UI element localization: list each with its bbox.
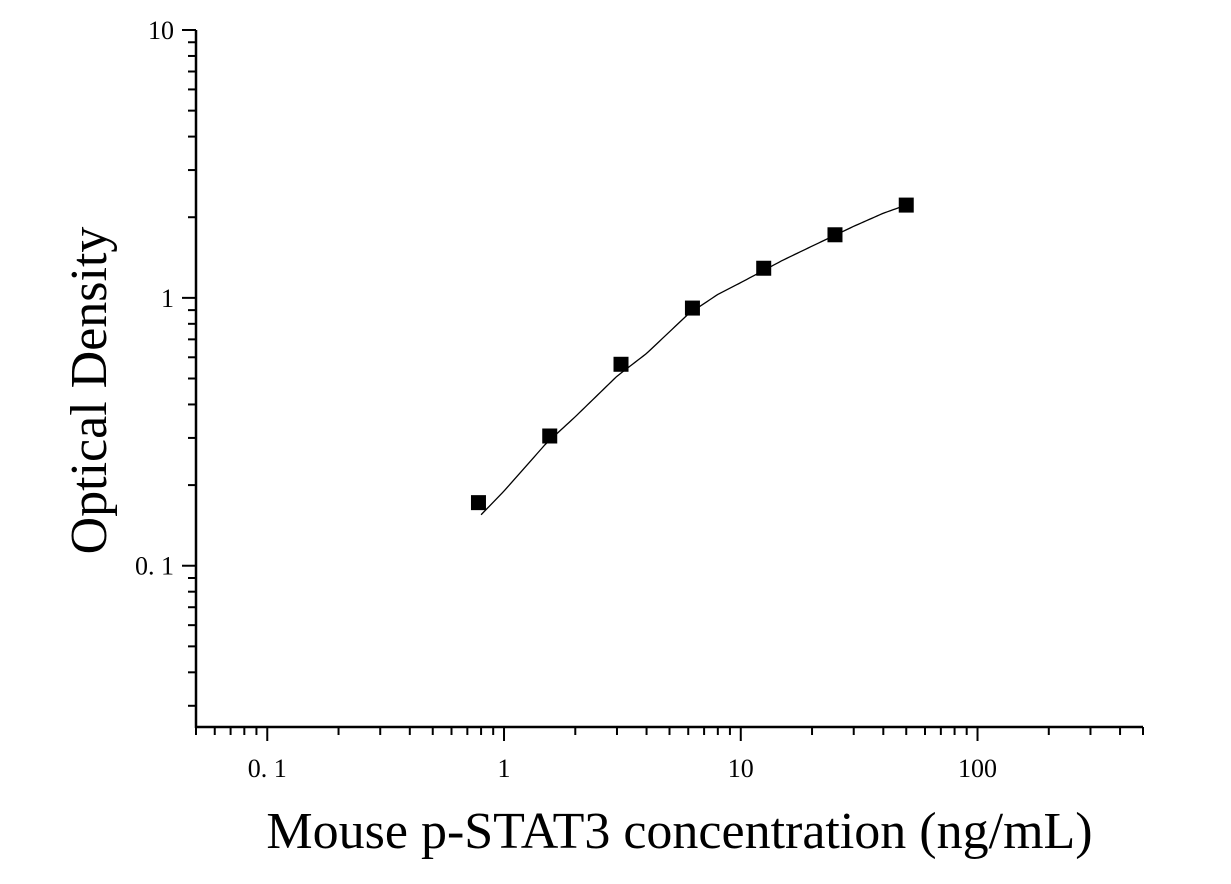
fit-curve — [480, 204, 907, 516]
x-tick-label: 0. 1 — [248, 754, 287, 783]
x-tick-label: 100 — [958, 754, 997, 783]
data-point — [542, 428, 558, 444]
data-point — [898, 197, 914, 213]
x-tick-label: 1 — [498, 754, 511, 783]
data-points-layer — [470, 197, 914, 511]
x-axis-title: Mouse p-STAT3 concentration (ng/mL) — [266, 803, 1092, 860]
y-axis-title: Optical Density — [61, 227, 118, 555]
data-point — [756, 260, 772, 276]
fit-curve-layer — [480, 204, 907, 516]
axes-layer: 0. 1 1 10 100 0. 1 1 10 — [135, 16, 1144, 783]
data-point — [827, 227, 843, 243]
x-tick-label: 10 — [728, 754, 754, 783]
data-point — [470, 495, 486, 511]
data-point — [684, 300, 700, 316]
data-point — [613, 356, 629, 372]
y-tick-label: 1 — [161, 284, 174, 313]
y-tick-label: 10 — [148, 16, 174, 45]
y-tick-label: 0. 1 — [135, 552, 174, 581]
